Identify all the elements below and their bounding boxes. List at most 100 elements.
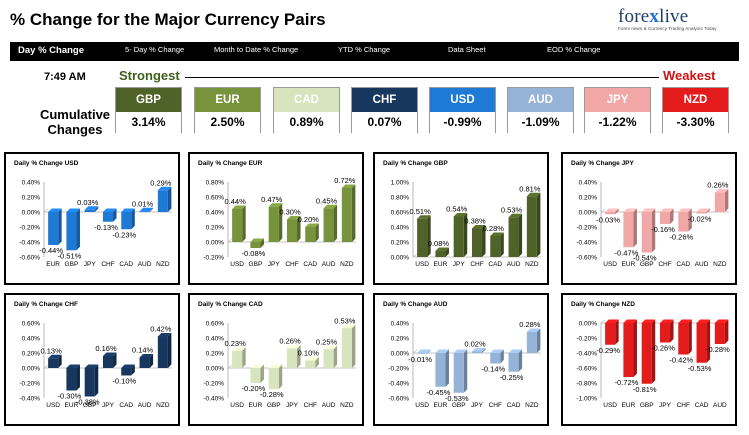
- bar-front: [232, 350, 243, 368]
- bar-side: [536, 328, 541, 353]
- chart-plot: 0.40% 0.20% 0.00% -0.20% -0.40% -0.60%-0.44% E…: [19, 178, 172, 268]
- bar-top: [121, 364, 135, 368]
- menu-ytd-change[interactable]: YTD % Change: [338, 45, 391, 54]
- bar-front: [605, 323, 616, 345]
- bar-chf: [678, 319, 692, 355]
- currency-cumulative-value: -3.30%: [663, 112, 728, 133]
- y-tick-label: 0.20%: [22, 195, 41, 202]
- bar-side: [482, 225, 486, 257]
- y-tick-label: 0.40%: [391, 321, 410, 328]
- axis-depth: [412, 349, 418, 354]
- data-label: -0.29%: [596, 346, 620, 355]
- y-tick-label: 0.60%: [206, 321, 225, 328]
- bar-front: [696, 212, 707, 214]
- category-label: AUD: [322, 402, 336, 409]
- y-tick-label: -0.20%: [19, 225, 40, 232]
- bar-side: [651, 319, 656, 384]
- bar-side: [149, 354, 154, 368]
- category-label: NZD: [525, 402, 539, 409]
- currency-name: NZD: [663, 88, 728, 112]
- bar-top: [678, 208, 692, 212]
- data-label: 0.29%: [150, 178, 172, 187]
- menu-data-sheet[interactable]: Data Sheet: [448, 45, 486, 54]
- y-tick-label: -0.20%: [203, 381, 224, 388]
- bar-chf: [490, 349, 504, 364]
- bar-top: [66, 364, 80, 368]
- y-tick-label: 0.20%: [206, 351, 225, 358]
- y-tick-label: -0.40%: [19, 240, 40, 247]
- category-label: GBP: [65, 261, 79, 268]
- category-label: EUR: [434, 261, 448, 268]
- bar-front: [341, 188, 352, 242]
- bar-top: [435, 349, 449, 353]
- bar-front: [66, 212, 77, 251]
- bar-usd: [232, 205, 246, 242]
- bar-front: [121, 368, 132, 376]
- category-label: AUD: [695, 261, 709, 268]
- bar-gbp: [641, 208, 656, 253]
- bar-top: [417, 215, 431, 219]
- bar-jpy: [471, 348, 486, 353]
- menu-day-change[interactable]: Day % Change: [18, 45, 84, 56]
- bar-aud: [696, 208, 711, 214]
- bar-eur: [435, 349, 449, 387]
- menu-bar: Day % Change 5- Day % Change Month to Da…: [10, 42, 739, 61]
- bar-top: [232, 347, 246, 351]
- bar-top: [341, 324, 356, 329]
- category-label: CAD: [695, 402, 709, 409]
- data-label: 0.47%: [261, 195, 283, 204]
- bar-jpy: [453, 213, 468, 257]
- currency-box-cad: CAD 0.89%: [273, 87, 340, 133]
- currency-name: GBP: [116, 88, 181, 112]
- bar-front: [435, 251, 446, 257]
- y-tick-label: -0.80%: [576, 381, 597, 388]
- y-tick-label: 0.00%: [579, 321, 598, 328]
- chart-panel-4: Daily % Change CHF 0.60% 0.40% 0.20% 0.00% -0…: [4, 293, 180, 426]
- y-tick-label: 0.00%: [391, 351, 410, 358]
- data-label: -0.02%: [688, 215, 712, 224]
- bar-top: [471, 348, 486, 352]
- y-tick-label: 0.40%: [579, 180, 598, 187]
- forexlive-logo[interactable]: forexlive Forex news & Currency Trading …: [618, 6, 728, 40]
- currency-name: AUD: [508, 88, 573, 112]
- bar-side: [670, 319, 674, 343]
- currency-cumulative-value: -1.09%: [508, 112, 573, 133]
- chart-title: Daily % Change USD: [14, 160, 79, 167]
- data-label: 0.23%: [225, 339, 247, 348]
- bar-top: [286, 216, 301, 220]
- data-label: 0.02%: [464, 340, 486, 349]
- currency-name: EUR: [195, 88, 260, 112]
- category-label: JPY: [268, 261, 281, 268]
- bar-top: [659, 319, 674, 323]
- currency-name: CAD: [274, 88, 339, 112]
- axis-depth: [600, 208, 606, 213]
- y-tick-label: 0.00%: [206, 240, 225, 247]
- bar-chf: [659, 208, 674, 224]
- category-label: AUD: [138, 402, 152, 409]
- bar-side: [242, 205, 246, 242]
- chart-plot: 0.00% -0.20% -0.40% -0.60% -0.80% -1.00% -0.29…: [576, 319, 730, 409]
- category-label: CHF: [677, 402, 690, 409]
- strongest-label: Strongest: [119, 68, 180, 83]
- bar-side: [427, 349, 431, 354]
- bar-top: [286, 345, 301, 349]
- bar-side: [315, 223, 319, 242]
- bar-top: [84, 364, 99, 368]
- bar-top: [678, 319, 692, 323]
- y-tick-label: 0.20%: [579, 195, 598, 202]
- data-label: -0.53%: [688, 364, 712, 373]
- chart-plot: 0.40% 0.20% 0.00% -0.20% -0.40% -0.60% -0.03% U…: [576, 180, 729, 268]
- bar-side: [445, 349, 449, 387]
- menu-eod-change[interactable]: EOD % Change: [547, 45, 601, 54]
- y-tick-label: -0.20%: [576, 225, 597, 232]
- bar-gbp: [641, 319, 656, 384]
- axis-depth: [227, 364, 233, 369]
- bar-jpy: [659, 319, 674, 343]
- menu-mtd-change[interactable]: Month to Date % Change: [214, 45, 299, 54]
- y-tick-label: -0.20%: [388, 366, 409, 373]
- bar-side: [242, 347, 246, 368]
- category-label: NZD: [525, 261, 539, 268]
- menu-5day-change[interactable]: 5- Day % Change: [125, 45, 185, 54]
- currency-box-jpy: JPY -1.22%: [584, 87, 651, 133]
- bar-eur: [623, 208, 637, 248]
